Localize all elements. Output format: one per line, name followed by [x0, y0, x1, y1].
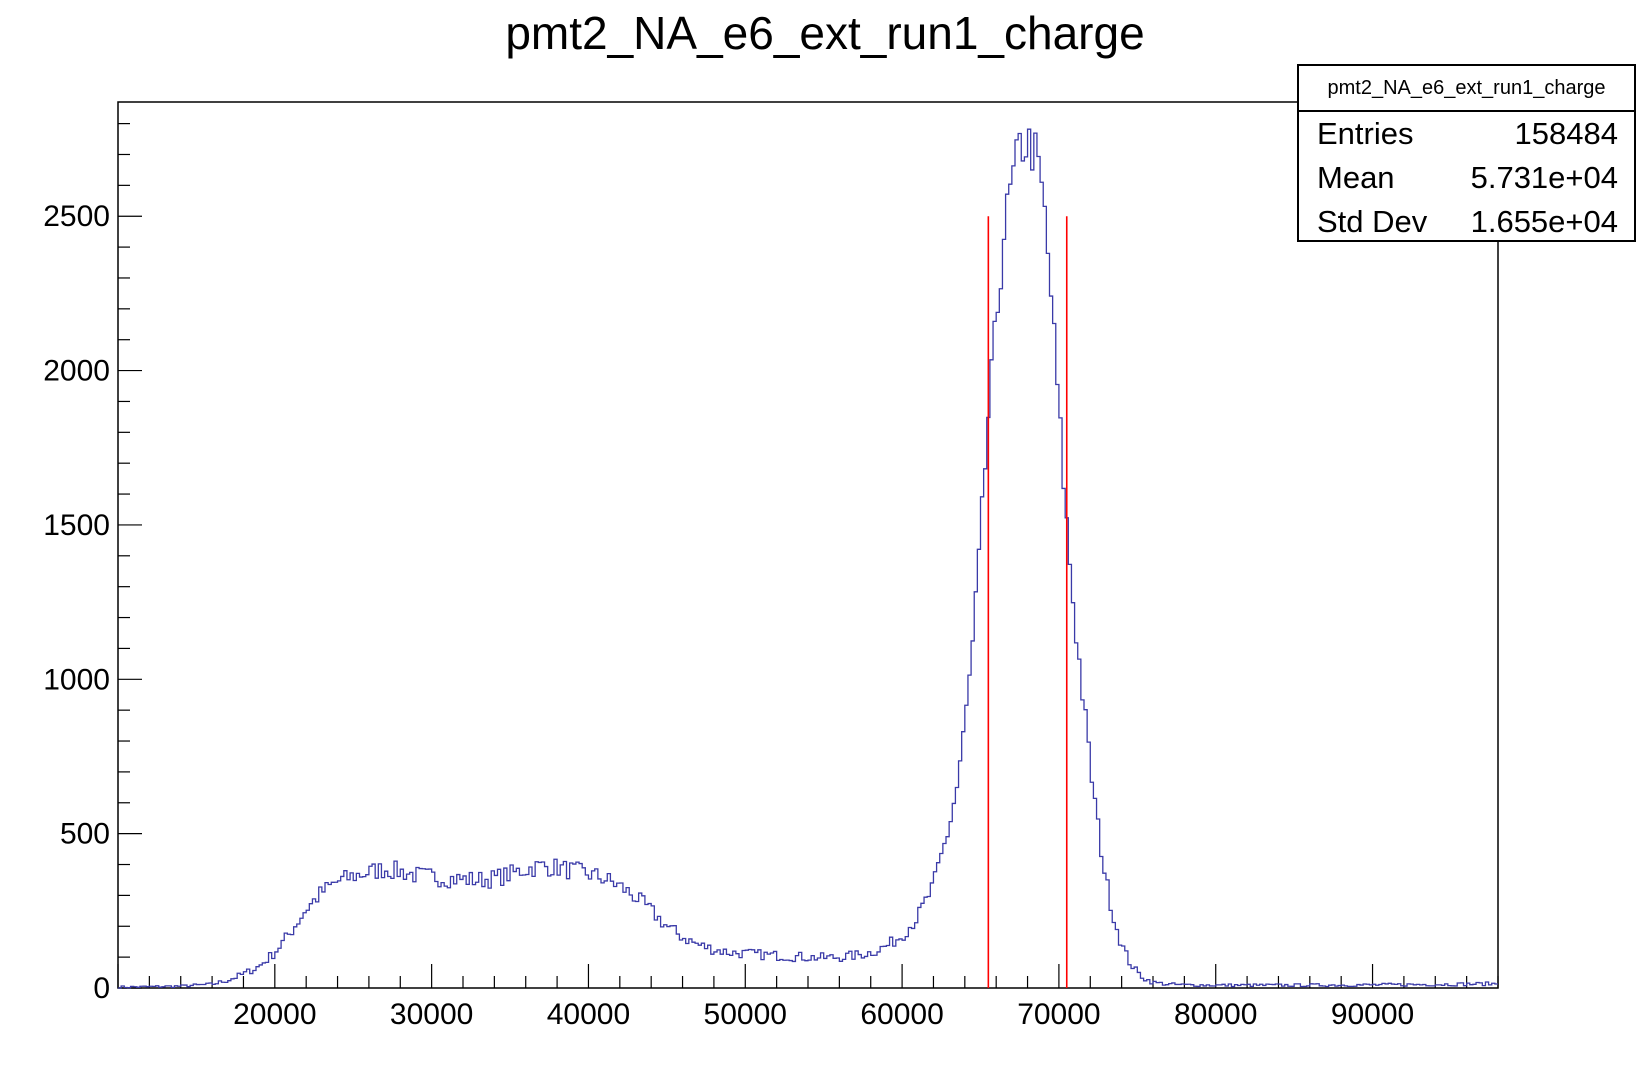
- y-tick-label: 500: [60, 818, 110, 851]
- chart-title: pmt2_NA_e6_ext_run1_charge: [505, 7, 1145, 59]
- stats-box: pmt2_NA_e6_ext_run1_charge Entries 15848…: [1297, 64, 1636, 242]
- stats-value-mean: 5.731e+04: [1470, 160, 1618, 195]
- plot-frame: [117, 101, 1499, 989]
- stats-label-entries: Entries: [1317, 116, 1414, 151]
- x-tick-label: 30000: [390, 998, 473, 1031]
- y-tick-label: 2000: [43, 355, 110, 388]
- x-tick-label: 70000: [1017, 998, 1100, 1031]
- y-tick-label: 1000: [43, 663, 110, 696]
- stats-title: pmt2_NA_e6_ext_run1_charge: [1299, 66, 1634, 112]
- stats-value-stddev: 1.655e+04: [1470, 204, 1618, 239]
- stats-row-stddev: Std Dev 1.655e+04: [1299, 200, 1634, 244]
- x-tick-label: 50000: [704, 998, 787, 1031]
- x-tick-label: 40000: [547, 998, 630, 1031]
- x-tick-label: 60000: [860, 998, 943, 1031]
- y-tick-label: 2500: [43, 200, 110, 233]
- stats-label-mean: Mean: [1317, 160, 1395, 195]
- histogram-series: [118, 128, 1498, 989]
- stats-value-entries: 158484: [1514, 116, 1618, 151]
- x-tick-label: 80000: [1174, 998, 1257, 1031]
- y-tick-label: 0: [93, 972, 110, 1005]
- y-tick-label: 1500: [43, 509, 110, 542]
- x-tick-label: 20000: [233, 998, 316, 1031]
- stats-label-stddev: Std Dev: [1317, 204, 1428, 239]
- stats-row-entries: Entries 158484: [1299, 112, 1634, 156]
- x-tick-label: 90000: [1331, 998, 1414, 1031]
- stats-row-mean: Mean 5.731e+04: [1299, 156, 1634, 200]
